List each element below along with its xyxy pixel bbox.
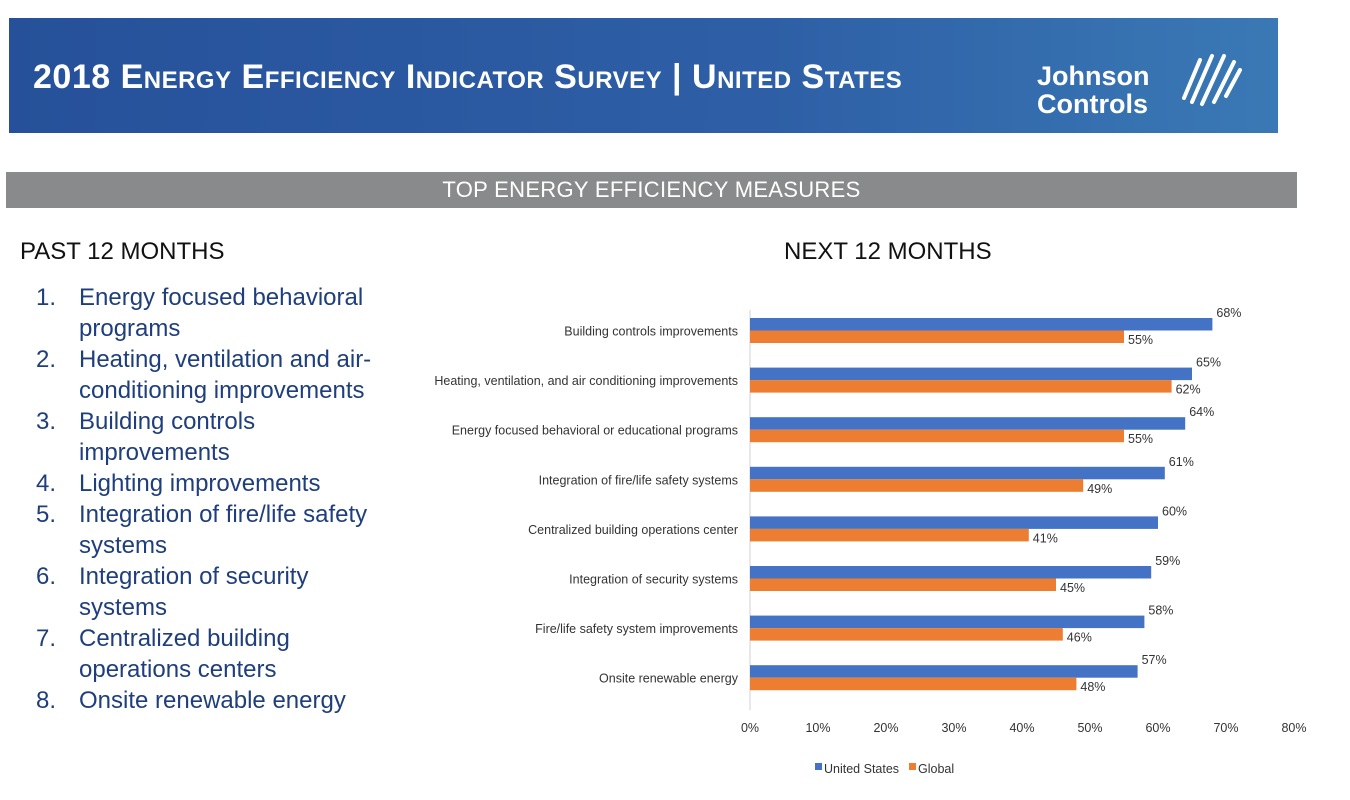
johnson-controls-swirl-icon [1182,54,1242,106]
x-tick-label: 70% [1213,721,1238,735]
data-label: 48% [1080,680,1105,694]
x-tick-label: 30% [941,721,966,735]
list-item-label: Energy focused behavioral programs [79,284,364,342]
list-item: 2. Heating, ventilation and air-condition… [36,344,396,406]
logo-line-2: Controls [1037,89,1148,119]
bar-global [750,429,1124,443]
past-measures-list: 1. Energy focused behavioral programs 2. He… [36,282,396,716]
bar-united-states [750,516,1158,529]
list-item: 4. Lighting improvements [36,468,396,499]
data-label: 55% [1128,432,1153,446]
list-item-label: Building controls improvements [79,408,256,466]
list-item-label: Heating, ventilation and air-conditionin… [79,346,372,404]
list-item: 1. Energy focused behavioral programs [36,282,396,344]
bar-global [750,380,1172,393]
list-item: 7. Centralized building operations center… [36,623,396,685]
bar-united-states [750,318,1213,331]
x-tick-label: 0% [741,721,759,735]
data-label: 59% [1155,554,1180,568]
data-label: 41% [1033,531,1058,545]
list-item-number: 5. [36,501,57,528]
data-label: 64% [1189,405,1214,419]
data-label: 58% [1148,604,1173,618]
data-label: 62% [1176,383,1201,397]
legend-label: United States [824,762,899,776]
list-item: 6. Integration of security systems [36,561,396,623]
list-item-label: Onsite renewable energy [79,687,346,714]
data-label: 61% [1169,455,1194,469]
page-title: 2018 Energy Efficiency Indicator Survey … [33,58,903,96]
data-label: 46% [1067,631,1092,645]
next-12-months-heading: NEXT 12 MONTHS [784,238,992,265]
past-12-months-heading: PAST 12 MONTHS [20,238,225,265]
list-item: 5. Integration of fire/life safety system… [36,499,396,561]
header-banner: 2018 Energy Efficiency Indicator Survey … [9,18,1278,133]
category-label: Onsite renewable energy [599,672,739,686]
x-tick-label: 80% [1281,721,1306,735]
x-tick-label: 20% [873,721,898,735]
list-item-number: 8. [36,687,57,714]
bar-global [750,330,1124,343]
legend-label: Global [918,762,954,776]
bar-united-states [750,466,1165,480]
list-item-label: Centralized building operations centers [79,625,290,683]
data-label: 49% [1087,482,1112,496]
bar-global [750,528,1029,542]
bar-united-states [750,566,1152,579]
bar-united-states [750,417,1186,430]
bar-united-states [750,615,1145,629]
category-label: Building controls improvements [564,325,738,339]
list-item-number: 2. [36,346,57,373]
list-item-number: 4. [36,470,57,497]
data-label: 57% [1142,653,1167,667]
data-label: 45% [1060,581,1085,595]
data-label: 55% [1128,333,1153,347]
next-12-months-chart: Building controls improvements 68% 55% Heat… [434,306,1306,776]
list-item-number: 7. [36,625,57,652]
category-label: Heating, ventilation, and air conditioni… [434,374,738,388]
bar-united-states [750,367,1192,381]
list-item: 3. Building controls improvements [36,406,396,468]
bar-global [750,628,1063,641]
data-label: 68% [1216,306,1241,320]
list-item-number: 6. [36,563,57,590]
section-title-bar: TOP ENERGY EFFICIENCY MEASURES [6,172,1297,208]
x-tick-label: 60% [1145,721,1170,735]
list-item-number: 3. [36,408,57,435]
list-item-number: 1. [36,284,57,311]
category-label: Integration of security systems [569,573,738,587]
legend-swatch [909,763,916,770]
x-tick-label: 10% [805,721,830,735]
legend-swatch [815,763,822,770]
logo-line-1: Johnson [1037,61,1150,91]
data-label: 65% [1196,356,1221,370]
bar-global [750,677,1077,691]
category-label: Energy focused behavioral or educational… [452,424,738,438]
bar-global [750,578,1056,591]
list-item-label: Integration of fire/life safety systems [79,501,368,559]
category-label: Centralized building operations center [528,523,738,537]
category-label: Fire/life safety system improvements [535,622,738,636]
list-item: 8. Onsite renewable energy [36,685,396,716]
list-item-label: Lighting improvements [79,470,321,497]
data-label: 60% [1162,504,1187,518]
category-label: Integration of fire/life safety systems [539,473,738,487]
bar-global [750,479,1084,492]
list-item-label: Integration of security systems [79,563,309,621]
x-tick-label: 40% [1009,721,1034,735]
company-logo: Johnson Controls [1037,62,1150,118]
x-tick-label: 50% [1077,721,1102,735]
bar-united-states [750,665,1138,678]
